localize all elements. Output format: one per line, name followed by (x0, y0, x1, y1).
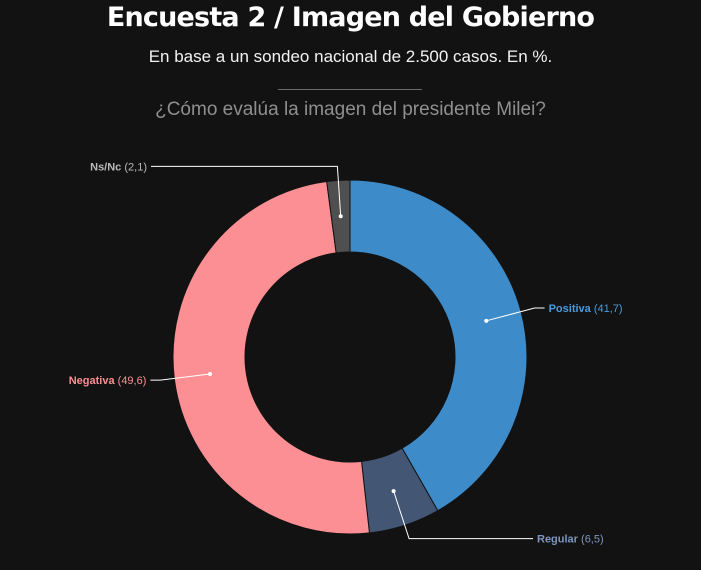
data-label-regular: Regular (6,5) (537, 534, 604, 546)
leader-line-positiva (486, 307, 545, 322)
label-name-ns-nc: Ns/Nc (90, 161, 121, 173)
slices-group (172, 179, 528, 535)
label-value-positiva: (41,7) (591, 303, 623, 315)
data-label-ns-nc: Ns/Nc (2,1) (90, 161, 147, 173)
labels-group: Positiva (41,7) Regular (6,5) Negativa (49… (69, 161, 623, 545)
leader-line-regular (393, 490, 533, 540)
label-value-regular: (6,5) (578, 534, 604, 546)
label-name-positiva: Positiva (549, 303, 592, 315)
data-label-negativa: Negativa (49,6) (69, 375, 147, 387)
leader-dot-ns-nc (338, 214, 343, 219)
chart-title: Encuesta 2 / Imagen del Gobierno (106, 2, 595, 33)
slice-negativa (172, 180, 370, 535)
label-name-negativa: Negativa (69, 375, 116, 387)
leader-dot-positiva (484, 318, 489, 323)
leader-dot-negativa (208, 372, 213, 377)
slice-positiva (349, 179, 528, 512)
leader-line-ns-nc (151, 165, 342, 217)
label-value-ns-nc: (2,1) (121, 161, 147, 173)
leader-dot-regular (391, 489, 396, 494)
chart-subtitle: En base a un sondeo nacional de 2.500 ca… (148, 47, 553, 66)
label-value-negativa: (49,6) (115, 375, 147, 387)
leader-line-negativa (150, 373, 211, 381)
slice-ns-nc (326, 179, 351, 254)
header-divider (278, 89, 422, 90)
label-name-regular: Regular (537, 534, 579, 546)
data-label-positiva: Positiva (41,7) (549, 303, 623, 315)
survey-question: ¿Cómo evalúa la imagen del presidente Mi… (155, 99, 546, 120)
